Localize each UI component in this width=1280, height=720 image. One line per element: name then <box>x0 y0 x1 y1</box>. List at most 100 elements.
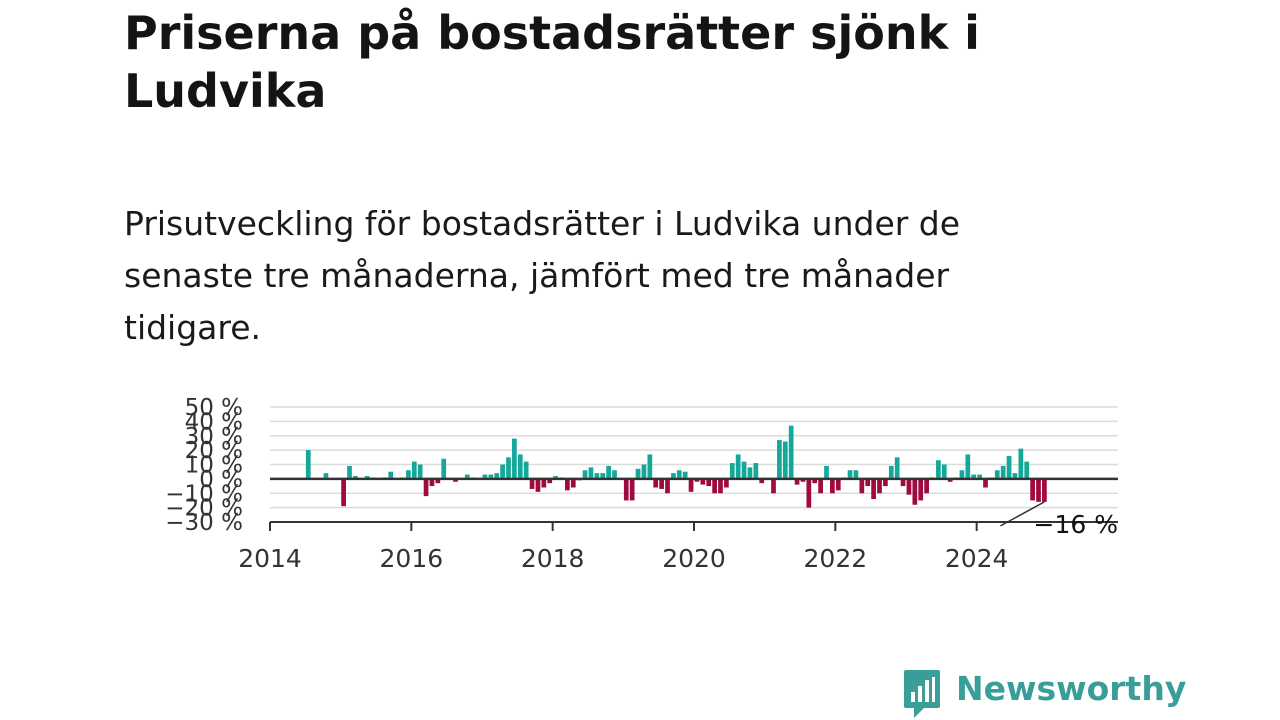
y-tick-label: 30 % <box>185 424 243 450</box>
bar <box>965 454 971 479</box>
bar <box>883 478 888 487</box>
x-axis-ticks: 2014 2016 2018 2020 2022 2024 <box>238 522 1008 573</box>
x-tick-label: 2020 <box>662 544 726 573</box>
grid-lines <box>270 406 1118 523</box>
bar <box>547 478 553 484</box>
bar <box>1006 455 1012 479</box>
bar <box>1030 478 1035 501</box>
bar <box>782 441 788 479</box>
bar <box>523 461 529 479</box>
bar <box>741 461 747 479</box>
bar <box>406 470 411 479</box>
bar <box>517 454 523 479</box>
bar <box>947 478 953 482</box>
bar <box>700 478 706 485</box>
bar <box>806 478 812 508</box>
bar <box>830 478 835 494</box>
bar <box>1036 478 1041 502</box>
last-value-annotation: −16 % <box>1000 501 1118 539</box>
bar <box>500 464 505 479</box>
bar <box>347 465 352 479</box>
y-tick-label: 50 % <box>185 395 243 421</box>
bar <box>794 478 800 485</box>
bar <box>641 464 647 479</box>
bar <box>353 476 358 479</box>
bar <box>729 463 735 479</box>
bar <box>959 470 965 479</box>
bar <box>305 450 311 479</box>
bar <box>735 454 741 479</box>
bar-chart: −30 %−20 %−10 %0 %10 %20 %30 %40 %50 % 2… <box>165 395 1118 573</box>
bar <box>623 478 629 501</box>
y-tick-label: −20 % <box>165 496 243 522</box>
bar <box>441 458 447 479</box>
bar <box>688 478 694 492</box>
last-value-label: −16 % <box>1034 510 1118 539</box>
bar <box>682 471 688 479</box>
bar <box>900 478 906 487</box>
bar <box>647 454 653 479</box>
bar <box>877 478 882 494</box>
bar <box>323 473 329 479</box>
bar <box>464 474 470 479</box>
bar <box>541 478 547 488</box>
bar <box>565 478 570 491</box>
bar <box>906 478 912 495</box>
bar <box>341 478 346 507</box>
bar <box>570 478 576 488</box>
x-tick-label: 2014 <box>238 544 302 573</box>
bar <box>694 478 700 482</box>
y-tick-label: 10 % <box>185 453 243 479</box>
bar <box>423 478 429 497</box>
bar <box>994 470 1000 479</box>
y-tick-label: 40 % <box>185 409 243 435</box>
bar <box>853 470 859 479</box>
bar <box>983 478 988 488</box>
bar <box>411 461 417 479</box>
bar <box>1000 465 1006 479</box>
bar <box>712 478 717 494</box>
x-tick-label: 2022 <box>804 544 868 573</box>
y-tick-label: 20 % <box>185 438 243 464</box>
bar <box>812 478 818 484</box>
bar <box>847 470 853 479</box>
bar <box>594 473 600 479</box>
bar <box>753 463 759 479</box>
bar <box>706 478 712 487</box>
bar <box>417 464 423 479</box>
chart-subtitle: Prisutveckling för bostadsrätter i Ludvi… <box>124 204 961 347</box>
newsworthy-logo: Newsworthy <box>902 668 1186 720</box>
bar <box>718 478 723 494</box>
bar <box>971 474 977 479</box>
bar <box>771 478 776 494</box>
bar <box>600 473 606 479</box>
bar <box>364 476 370 479</box>
bar <box>665 478 670 494</box>
bar <box>824 465 829 479</box>
bar <box>977 474 982 479</box>
bar <box>859 478 865 494</box>
bar <box>865 478 871 487</box>
bar <box>1018 448 1024 479</box>
bar <box>429 478 435 487</box>
bar <box>835 478 841 491</box>
bar <box>676 470 682 479</box>
bar <box>553 476 558 479</box>
bar <box>588 467 594 479</box>
chart-title: Priserna på bostadsrätter sjönk i Ludvik… <box>124 6 980 118</box>
bar <box>894 457 900 479</box>
x-tick-label: 2018 <box>521 544 585 573</box>
bar <box>1012 473 1018 479</box>
brand-name: Newsworthy <box>956 669 1187 708</box>
bar <box>912 478 918 505</box>
bar <box>606 465 611 479</box>
bar <box>435 478 441 484</box>
bar <box>512 438 517 479</box>
y-tick-label: −10 % <box>165 481 243 507</box>
bar <box>924 478 929 494</box>
y-tick-label: −30 % <box>165 510 243 536</box>
bar <box>747 467 753 479</box>
bar <box>871 478 876 499</box>
x-tick-label: 2024 <box>945 544 1009 573</box>
bar <box>388 471 394 479</box>
